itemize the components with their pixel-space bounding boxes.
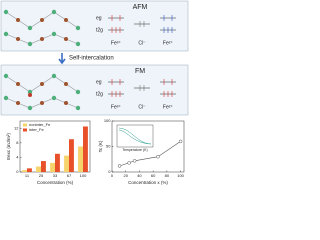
y-tick-label: 0 <box>16 169 19 174</box>
ion-label: Fe³⁺ <box>111 40 122 46</box>
fm-lattice <box>3 73 81 111</box>
afm-levels <box>108 15 176 33</box>
y-axis-label: Eexc (mJ/m²) <box>6 133 11 160</box>
afm-lattice <box>3 9 81 47</box>
point <box>132 159 137 163</box>
x-axis-label: Concentration (%) <box>37 180 74 185</box>
legend-label: inter_Fe <box>29 127 44 132</box>
fm-levels <box>108 79 176 97</box>
arrow <box>58 53 66 65</box>
fm-panel <box>0 64 189 116</box>
level-label: t2g <box>96 91 103 97</box>
y-tick-label: 8 <box>16 140 19 145</box>
x-tick-label: 25 <box>39 173 44 178</box>
fm-label: FM <box>135 68 145 75</box>
ion-label: Cl⁻ <box>138 104 146 110</box>
y-tick-label: 100 <box>104 118 111 123</box>
point <box>127 161 131 165</box>
legend-swatch <box>23 123 27 127</box>
y-tick-label: 12 <box>14 125 19 130</box>
legend-swatch <box>23 128 27 132</box>
y-tick-label: 4 <box>16 154 19 159</box>
x-tick-label: 80 <box>165 173 170 178</box>
graphical-abstract: AFM eg t2g Fe³⁺ Cl⁻ Fe²⁺ Self-intercalat… <box>0 0 189 185</box>
arrow-label: Self-intercalation <box>69 56 114 62</box>
inset-curves <box>118 127 152 145</box>
bar <box>78 146 83 172</box>
afm-panel <box>0 0 189 52</box>
level-label: eg <box>96 15 102 21</box>
inset-label: Temperature (K) <box>122 148 147 152</box>
bar <box>64 155 69 172</box>
x-tick-label: 0 <box>111 173 114 178</box>
bar <box>36 166 41 172</box>
afm-label: AFM <box>133 4 148 11</box>
bar <box>50 162 55 172</box>
x-tick-label: 33 <box>53 173 58 178</box>
x-tick-label: 67 <box>67 173 72 178</box>
x-tick-label: 11 <box>25 173 30 178</box>
x-tick-label: 100 <box>177 173 184 178</box>
point <box>117 164 122 168</box>
x-tick-label: 60 <box>151 173 156 178</box>
bar <box>22 170 27 172</box>
x-tick-label: 20 <box>123 173 128 178</box>
y-tick-label: 50 <box>106 144 111 149</box>
y-tick-label: 0 <box>108 169 111 174</box>
bar <box>41 161 46 172</box>
level-label: t2g <box>96 27 103 33</box>
level-label: eg <box>96 79 102 85</box>
bar <box>69 139 74 172</box>
ion-label: Fe²⁺ <box>163 104 174 110</box>
x-tick-label: 100 <box>80 173 87 178</box>
bar <box>55 153 60 172</box>
bar <box>83 126 88 172</box>
ion-label: Fe³⁺ <box>111 104 122 110</box>
x-axis-label: Concentration x (%) <box>128 180 168 185</box>
ion-label: Cl⁻ <box>138 40 146 46</box>
bar <box>27 168 32 172</box>
legend-label: noninter_Fe <box>29 122 51 127</box>
y-axis-label: Tc (K) <box>98 140 103 152</box>
point <box>178 139 183 144</box>
ion-label: Fe²⁺ <box>163 40 174 46</box>
x-tick-label: 40 <box>137 173 142 178</box>
point <box>156 154 160 159</box>
